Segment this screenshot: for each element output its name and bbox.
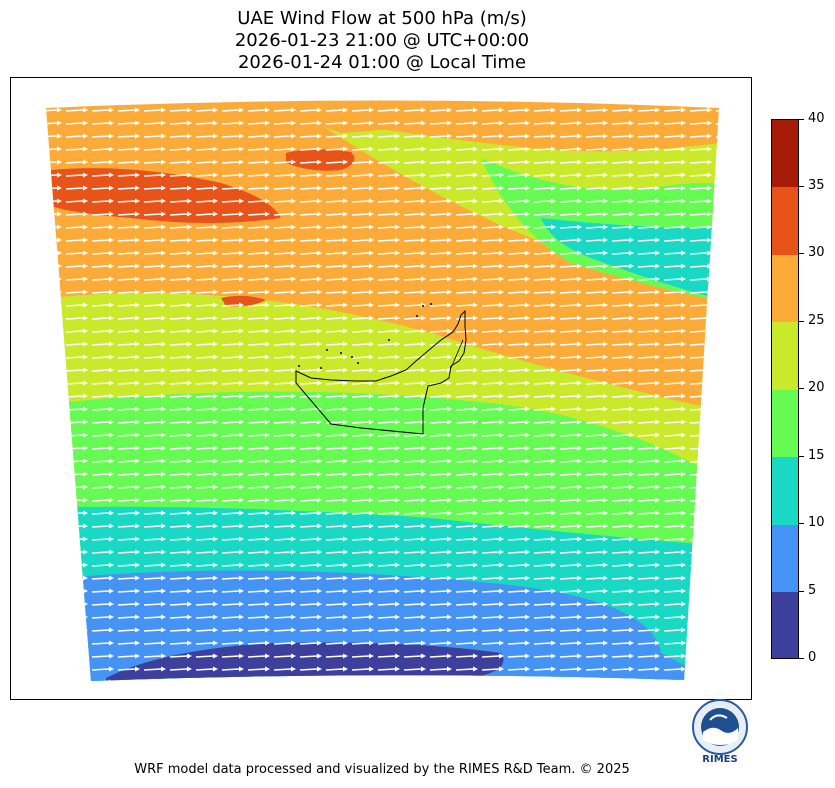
colorbar-level-15-20 [772,390,798,457]
colorbar-level-30-35 [772,187,798,255]
uae-border [295,309,467,435]
map-title: UAE Wind Flow at 500 hPa (m/s) [237,8,527,29]
rimes-logo: RIMES [689,698,751,766]
logo-label: RIMES [702,754,738,765]
wind-speed-field [46,100,719,681]
colorbar-level-5-10 [772,525,798,592]
utc-time: 2026-01-23 21:00 @ UTC+00:00 [234,30,530,51]
colorbar-level-25-30 [772,255,798,322]
colorbar-level-0-5 [772,592,798,658]
colorbar-tick-label: 25 [808,313,825,328]
wind-vectors [46,100,719,681]
colorbar-tick-label: 0 [808,650,817,665]
colorbar-tick-label: 35 [808,178,825,193]
local-time: 2026-01-24 01:00 @ Local Time [237,52,527,73]
colorbar-level-20-25 [772,322,798,390]
colorbar-tick-label: 10 [808,515,825,530]
colorbar-tick-label: 30 [808,245,825,260]
colorbar-tick-label: 20 [808,380,825,395]
colorbar [771,119,799,659]
wind-map [46,100,719,681]
colorbar-tick-label: 5 [808,583,817,598]
map-frame: RIMES [10,77,752,765]
colorbar-tick-label: 15 [808,448,825,463]
colorbar-level-10-15 [772,457,798,525]
colorbar-level-35-40 [772,120,798,187]
uae-islands [298,303,432,369]
colorbar-tick-label: 40 [808,111,825,126]
footer-credit: WRF model data processed and visualized … [134,762,630,777]
